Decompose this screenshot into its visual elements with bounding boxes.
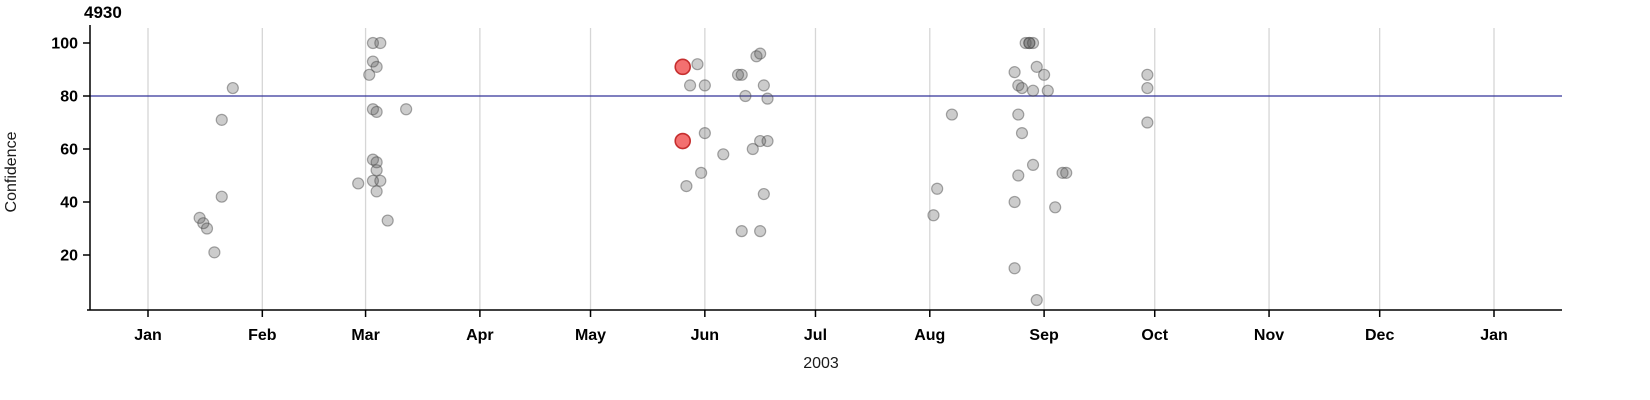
x-tick-label: Jan (134, 327, 162, 344)
data-point[interactable] (363, 68, 376, 81)
data-point[interactable] (1038, 68, 1051, 81)
data-point[interactable] (366, 153, 380, 166)
gridlines (147, 28, 1495, 310)
data-point[interactable] (757, 187, 770, 201)
data-point[interactable] (927, 209, 940, 222)
x-tick-label: Jul (804, 327, 827, 344)
data-point[interactable] (370, 105, 383, 119)
x-axis-label: 2003 (803, 355, 839, 372)
data-point[interactable] (1023, 36, 1036, 50)
data-point[interactable] (1030, 293, 1043, 307)
x-tick-label: Aug (914, 327, 945, 344)
y-tick-label: 60 (60, 142, 78, 159)
highlight-point[interactable] (674, 132, 692, 150)
x-tick-label: Nov (1254, 327, 1284, 344)
data-point[interactable] (352, 177, 365, 190)
x-tick-label: Jan (1480, 327, 1508, 344)
data-point[interactable] (1030, 60, 1043, 73)
data-point[interactable] (1023, 36, 1036, 50)
data-point[interactable] (735, 225, 748, 238)
data-point[interactable] (750, 50, 763, 63)
x-tick-label: Jun (691, 327, 719, 344)
data-point[interactable] (1026, 158, 1040, 171)
data-points-group (193, 36, 1154, 307)
data-point[interactable] (757, 79, 770, 92)
data-point[interactable] (366, 174, 380, 187)
x-tick-label: Apr (466, 327, 494, 344)
data-point[interactable] (754, 225, 767, 238)
data-point[interactable] (215, 190, 228, 203)
data-point[interactable] (761, 92, 774, 105)
x-tick-label: May (575, 327, 606, 344)
data-point[interactable] (1008, 262, 1021, 275)
y-tick-label: 40 (60, 195, 78, 212)
data-point[interactable] (1141, 68, 1154, 81)
data-point[interactable] (366, 55, 380, 68)
data-point[interactable] (1026, 84, 1040, 97)
x-tick-label: Mar (351, 327, 379, 344)
y-tick-label: 100 (51, 36, 78, 53)
x-tick-label: Sep (1029, 327, 1059, 344)
data-point[interactable] (197, 217, 210, 230)
data-point[interactable] (1012, 108, 1025, 121)
data-point[interactable] (695, 166, 708, 179)
data-point[interactable] (731, 68, 745, 81)
y-axis-label: Confidence (3, 131, 20, 212)
data-point[interactable] (1012, 169, 1025, 182)
data-point[interactable] (374, 174, 387, 187)
data-point[interactable] (698, 127, 711, 140)
data-point[interactable] (370, 164, 383, 177)
chart-title: 4930 (84, 3, 122, 22)
data-point[interactable] (1012, 79, 1025, 92)
data-point[interactable] (381, 214, 394, 227)
x-tick-label: Dec (1365, 327, 1394, 344)
data-point[interactable] (226, 81, 239, 95)
data-point[interactable] (1056, 166, 1069, 179)
data-point[interactable] (717, 148, 730, 161)
data-point[interactable] (370, 156, 383, 169)
data-point[interactable] (1019, 36, 1032, 50)
axes (83, 25, 1562, 317)
data-point[interactable] (735, 68, 748, 81)
data-point[interactable] (366, 103, 380, 116)
data-point[interactable] (739, 89, 752, 103)
x-tick-label: Oct (1141, 327, 1168, 344)
data-point[interactable] (370, 185, 383, 198)
highlight-point[interactable] (674, 58, 692, 76)
data-point[interactable] (683, 79, 697, 92)
x-tick-label: Feb (248, 327, 277, 344)
data-point[interactable] (680, 180, 693, 193)
data-point[interactable] (931, 182, 944, 195)
data-point[interactable] (370, 60, 383, 73)
data-point[interactable] (215, 113, 228, 126)
data-point[interactable] (1026, 36, 1040, 50)
y-tick-label: 20 (60, 248, 78, 265)
data-point[interactable] (400, 103, 413, 116)
data-point[interactable] (1141, 116, 1154, 129)
data-point[interactable] (691, 58, 704, 71)
data-point[interactable] (1008, 195, 1021, 209)
data-point[interactable] (754, 134, 767, 148)
data-point[interactable] (200, 222, 214, 235)
data-point[interactable] (366, 36, 380, 50)
data-point[interactable] (1060, 166, 1073, 179)
y-tick-label: 80 (60, 89, 78, 106)
data-point[interactable] (1015, 127, 1029, 140)
data-point[interactable] (754, 47, 767, 60)
data-point[interactable] (945, 108, 959, 121)
data-point[interactable] (1049, 201, 1062, 214)
data-point[interactable] (1015, 81, 1029, 95)
data-point[interactable] (746, 142, 759, 156)
data-point[interactable] (374, 36, 387, 50)
data-point[interactable] (208, 246, 221, 259)
data-point[interactable] (1008, 66, 1021, 79)
data-point[interactable] (193, 211, 206, 224)
data-point[interactable] (1041, 84, 1054, 97)
data-point[interactable] (698, 79, 711, 92)
data-point[interactable] (761, 134, 774, 148)
axis-labels-group: Jan Feb Mar Apr May Jun Jul Aug Sep Oct Nov Dec Jan 2… (3, 36, 1508, 373)
data-point[interactable] (1141, 81, 1154, 95)
